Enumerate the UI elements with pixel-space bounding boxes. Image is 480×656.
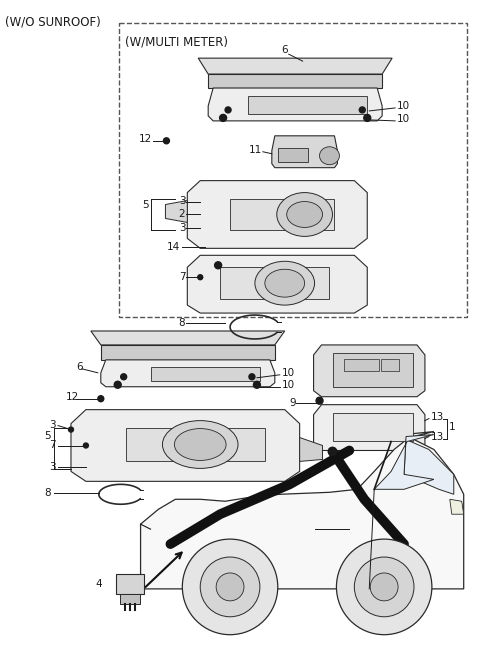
Polygon shape [71, 409, 300, 482]
Polygon shape [198, 58, 392, 74]
Circle shape [253, 381, 260, 388]
Ellipse shape [162, 420, 238, 468]
Bar [344, 359, 379, 371]
Bar [151, 367, 260, 380]
Ellipse shape [277, 193, 333, 236]
Text: 12: 12 [139, 134, 152, 144]
Circle shape [360, 107, 365, 113]
Text: 6: 6 [76, 362, 83, 372]
Text: 1: 1 [449, 422, 456, 432]
Bar [278, 148, 308, 162]
Text: 4: 4 [95, 579, 102, 589]
Ellipse shape [255, 261, 314, 305]
Polygon shape [313, 405, 425, 451]
Ellipse shape [370, 573, 398, 601]
Bar [126, 428, 265, 461]
Text: 13: 13 [431, 432, 444, 441]
Circle shape [225, 107, 231, 113]
Circle shape [98, 396, 104, 401]
Polygon shape [166, 201, 187, 222]
Ellipse shape [336, 539, 432, 635]
FancyBboxPatch shape [119, 24, 467, 317]
Text: 14: 14 [167, 242, 180, 253]
Circle shape [328, 447, 336, 455]
Text: 11: 11 [249, 145, 262, 155]
Ellipse shape [174, 428, 226, 461]
Circle shape [364, 114, 371, 121]
Text: 7: 7 [179, 272, 185, 282]
Bar [230, 199, 335, 230]
Bar [248, 96, 367, 114]
Polygon shape [91, 331, 285, 345]
Text: 10: 10 [397, 101, 410, 111]
Polygon shape [208, 74, 382, 88]
Text: 8: 8 [179, 318, 185, 328]
Text: (W/O SUNROOF): (W/O SUNROOF) [5, 15, 101, 28]
Polygon shape [374, 434, 434, 489]
Bar [334, 413, 413, 441]
Polygon shape [101, 345, 275, 360]
Bar [220, 267, 329, 299]
Circle shape [84, 443, 88, 448]
Ellipse shape [182, 539, 278, 635]
Ellipse shape [320, 147, 339, 165]
Text: 7: 7 [49, 440, 56, 449]
Text: 5: 5 [142, 199, 148, 209]
Text: 3: 3 [179, 224, 185, 234]
Circle shape [164, 138, 169, 144]
Text: 10: 10 [397, 114, 410, 124]
Circle shape [120, 374, 127, 380]
Ellipse shape [287, 201, 323, 228]
Ellipse shape [265, 269, 305, 297]
Polygon shape [450, 499, 464, 514]
Circle shape [69, 427, 73, 432]
Text: 8: 8 [45, 488, 51, 499]
Ellipse shape [354, 557, 414, 617]
Polygon shape [272, 136, 337, 168]
Circle shape [198, 275, 203, 279]
Text: 6: 6 [281, 45, 288, 55]
Text: 3: 3 [49, 420, 56, 430]
Polygon shape [187, 180, 367, 249]
Circle shape [215, 262, 222, 269]
Text: 9: 9 [290, 398, 296, 407]
Text: 5: 5 [45, 430, 51, 441]
Polygon shape [313, 345, 425, 397]
Text: 13: 13 [431, 411, 444, 422]
Polygon shape [101, 360, 275, 387]
Circle shape [249, 374, 255, 380]
Circle shape [316, 397, 323, 404]
Ellipse shape [216, 573, 244, 601]
Polygon shape [116, 574, 144, 594]
Polygon shape [141, 432, 464, 589]
Text: 10: 10 [282, 368, 295, 378]
Circle shape [114, 381, 121, 388]
Polygon shape [208, 88, 382, 121]
Text: (W/MULTI METER): (W/MULTI METER) [125, 35, 228, 49]
Polygon shape [187, 255, 367, 313]
Polygon shape [404, 440, 454, 494]
Text: 3: 3 [49, 462, 56, 472]
Text: 2: 2 [179, 209, 185, 220]
Bar [381, 359, 399, 371]
Circle shape [220, 114, 227, 121]
Polygon shape [300, 438, 323, 461]
Bar [334, 353, 413, 387]
Text: 12: 12 [66, 392, 79, 401]
Text: 10: 10 [282, 380, 295, 390]
Ellipse shape [200, 557, 260, 617]
Text: 3: 3 [179, 195, 185, 205]
Polygon shape [120, 594, 140, 604]
